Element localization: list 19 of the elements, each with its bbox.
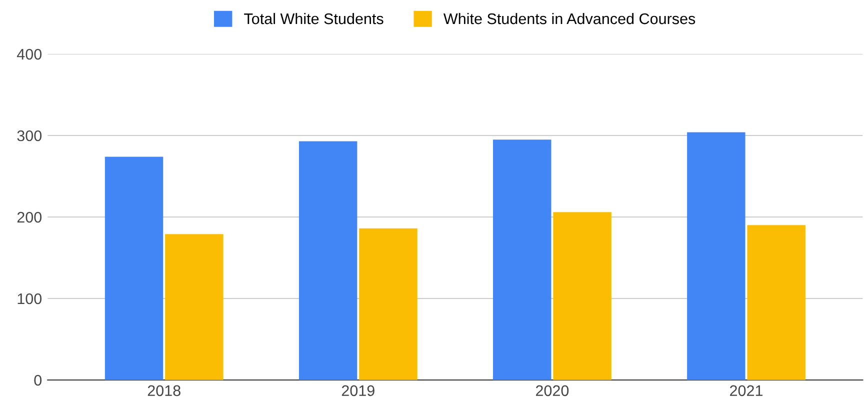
bar — [553, 212, 612, 380]
x-tick-label: 2019 — [342, 385, 374, 396]
x-tick-label: 2018 — [148, 385, 180, 396]
y-tick-label: 300 — [17, 130, 42, 142]
bar — [165, 234, 224, 380]
y-tick-label: 100 — [18, 293, 42, 304]
y-tick-label: 0 — [34, 374, 42, 386]
x-tick-label: 2021 — [730, 385, 762, 396]
legend-label: Total White Students — [244, 12, 384, 24]
legend-label: White Students in Advanced Courses — [443, 12, 696, 24]
x-tick-label: 2020 — [536, 385, 569, 396]
bar — [104, 156, 164, 380]
bar — [493, 140, 552, 380]
bar — [687, 132, 746, 380]
y-tick-label: 400 — [16, 48, 42, 60]
bar — [747, 225, 806, 380]
y-tick-label: 200 — [17, 212, 42, 223]
bar — [359, 228, 418, 380]
bar — [298, 141, 358, 380]
